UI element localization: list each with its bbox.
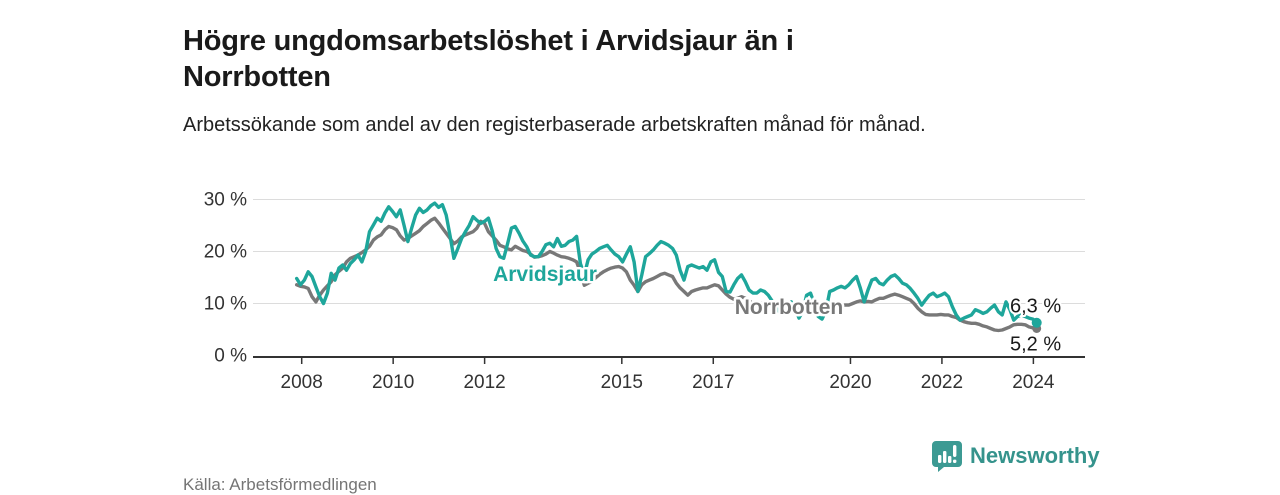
brand-name: Newsworthy [970, 443, 1100, 468]
arvidsjaur-end-value-label: 6,3 % [1010, 296, 1061, 318]
newsworthy-logo: Newsworthy [932, 440, 1100, 472]
chart-subtitle: Arbetssökande som andel av den registerb… [183, 114, 926, 136]
source-text: Källa: Arbetsförmedlingen [183, 475, 377, 494]
x-tick-label: 2024 [1012, 372, 1055, 393]
norrbotten-series-label: Norrbotten [735, 296, 844, 319]
norrbotten-line [295, 216, 1039, 333]
norrbotten-end-value-label: 5,2 % [1010, 333, 1061, 355]
x-tick-label: 2022 [921, 372, 963, 393]
y-tick-label: 0 % [214, 346, 247, 367]
y-tick-label: 30 % [204, 190, 247, 211]
x-tick-label: 2020 [829, 372, 871, 393]
newsworthy-bars-icon [932, 441, 962, 472]
x-tick-label: 2010 [372, 372, 414, 393]
unemployment-line-chart: 0 % 10 % 20 % 30 % 2008 2010 2012 2015 2017 2020 2… [204, 190, 1085, 393]
y-tick-label: 10 % [204, 294, 247, 315]
arvidsjaur-line [295, 201, 1039, 325]
page-title: Högre ungdomsarbetslöshet i Arvidsjaur ä… [183, 25, 794, 94]
x-tick-label: 2012 [463, 372, 505, 393]
x-tick-label: 2017 [692, 372, 734, 393]
x-tick-label: 2008 [281, 372, 323, 393]
y-tick-label: 20 % [204, 242, 247, 263]
x-tick-label: 2015 [601, 372, 643, 393]
arvidsjaur-series-label: Arvidsjaur [493, 263, 597, 286]
arvidsjaur-end-dot [1031, 317, 1042, 328]
